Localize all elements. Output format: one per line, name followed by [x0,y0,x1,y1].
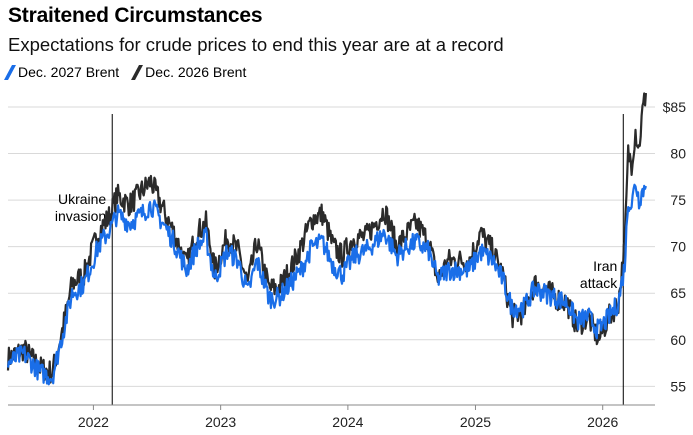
gridlines [8,106,655,387]
annotation-label: attack [580,275,618,291]
legend-item-2027: Dec. 2027 Brent [4,64,120,80]
y-tick-label: 65 [670,285,686,301]
x-tick-label: 2026 [587,414,618,430]
series-line-dec-2026-brent [6,92,647,384]
annotation-label: Ukraine [58,191,106,207]
series-line-dec-2027-brent [6,183,647,386]
legend-label-2027: Dec. 2027 Brent [18,64,120,80]
legend-label-2026: Dec. 2026 Brent [145,64,247,80]
x-tick-label: 2022 [78,414,109,430]
y-tick-label: 70 [670,239,686,255]
y-tick-label: 60 [670,332,686,348]
annotation-label: Iran [593,258,617,274]
series-lines [6,92,647,386]
legend: Dec. 2027 Brent Dec. 2026 Brent [4,64,247,80]
annotation-label: invasion [55,208,106,224]
chart-title: Straitened Circumstances [8,4,263,27]
x-tick-label: 2024 [332,414,363,430]
y-tick-label: 80 [670,146,686,162]
y-tick-label: 75 [670,192,686,208]
x-tick-label: 2025 [460,414,491,430]
chart-subtitle: Expectations for crude prices to end thi… [8,34,504,55]
y-tick-label: 55 [670,378,686,394]
legend-item-2026: Dec. 2026 Brent [131,64,247,80]
axes: 55 60 65 70 75 80 $85 2022 2023 2024 2025 2026 [8,99,686,430]
y-tick-label: $85 [663,99,687,115]
x-tick-label: 2023 [205,414,236,430]
